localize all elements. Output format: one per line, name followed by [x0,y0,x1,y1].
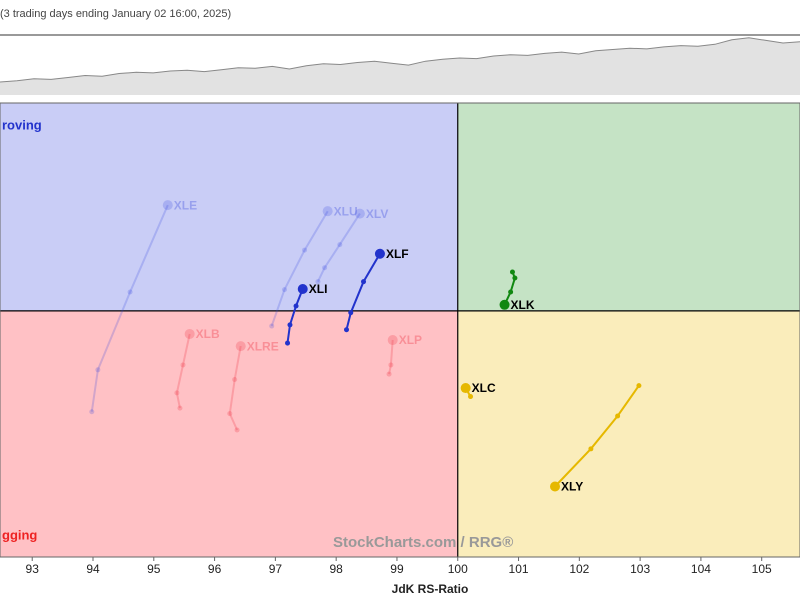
x-tick-label: 98 [329,562,343,576]
tail-head [297,283,308,294]
tail-point [232,377,238,383]
tail-point [337,242,343,248]
series-label: XLV [366,207,388,221]
tail-point [293,303,299,309]
x-tick-label: 94 [86,562,100,576]
tail-line [345,253,381,330]
tail-point [127,289,133,295]
quadrant-lagging [0,310,458,557]
tail-head [460,383,471,394]
tail-point [508,289,514,295]
tail-point [180,362,186,368]
x-tick-label: 101 [509,562,529,576]
tail-line [270,210,329,327]
tail-point [588,446,594,452]
tail-point [361,279,367,285]
series-label: XLP [399,333,422,347]
tail-head [162,200,173,211]
series-label: XLU [334,204,358,218]
series-label: XLK [511,298,535,312]
tail-line [503,271,516,306]
tail-point [285,340,291,346]
tail-point [636,383,642,389]
tail-point [89,409,95,415]
tail-head [235,341,246,352]
tail-point [322,265,328,271]
watermark: StockCharts.com / RRG® [333,534,513,551]
tail-line [228,345,242,431]
tail-point [386,371,392,377]
series-label: XLC [472,381,496,395]
tail-point [281,287,287,293]
x-tick-label: 95 [147,562,161,576]
tail-head [184,328,195,339]
tail-point [287,322,293,328]
x-tick-label: 105 [752,562,772,576]
tail-head [387,335,398,346]
tail-head [550,481,561,492]
x-axis-label: JdK RS-Ratio [392,582,469,596]
tail-line [90,204,169,412]
tail-point [174,390,180,396]
series-label: XLB [196,327,220,341]
tail-head [322,206,333,217]
tail-point [315,279,321,285]
tail-point [344,327,350,333]
tail-line [554,385,640,488]
tail-point [512,275,518,281]
benchmark-area [0,37,800,95]
quadrant-improving [0,103,458,311]
tail-line [316,213,361,283]
series-label: XLI [309,282,328,296]
tail-head [354,208,365,219]
tail-head [499,299,510,310]
tail-line [388,339,394,375]
tail-point [468,394,474,400]
x-tick-label: 96 [208,562,222,576]
series-label: XLE [174,198,197,212]
x-tick-label: 103 [630,562,650,576]
quadrant-label: gging [2,527,37,542]
tail-point [509,269,515,275]
tail-point [302,247,308,253]
quadrant-label: roving [2,117,42,132]
tail-point [234,427,240,433]
x-tick-label: 99 [390,562,404,576]
tail-point [615,413,621,419]
tail-line [286,288,304,344]
x-tick-label: 100 [448,562,468,576]
benchmark-line [0,37,800,83]
series-label: XLRE [247,339,279,353]
tail-point [388,362,394,368]
chart-title: (3 trading days ending January 02 16:00,… [0,8,231,20]
x-tick-label: 104 [691,562,711,576]
tail-point [177,405,183,411]
quadrant-leading [457,103,800,311]
plot-frame [0,102,800,558]
x-tick-label: 93 [26,562,40,576]
tail-line [175,333,191,409]
tail-point [269,323,275,329]
tail-point [227,411,233,417]
tail-head [374,248,385,259]
series-label: XLY [561,480,583,494]
series-label: XLF [386,247,409,261]
quadrant-weakening [457,310,800,557]
x-tick-label: 97 [269,562,283,576]
tail-point [348,310,354,316]
x-tick-label: 102 [569,562,589,576]
tail-point [95,367,101,373]
